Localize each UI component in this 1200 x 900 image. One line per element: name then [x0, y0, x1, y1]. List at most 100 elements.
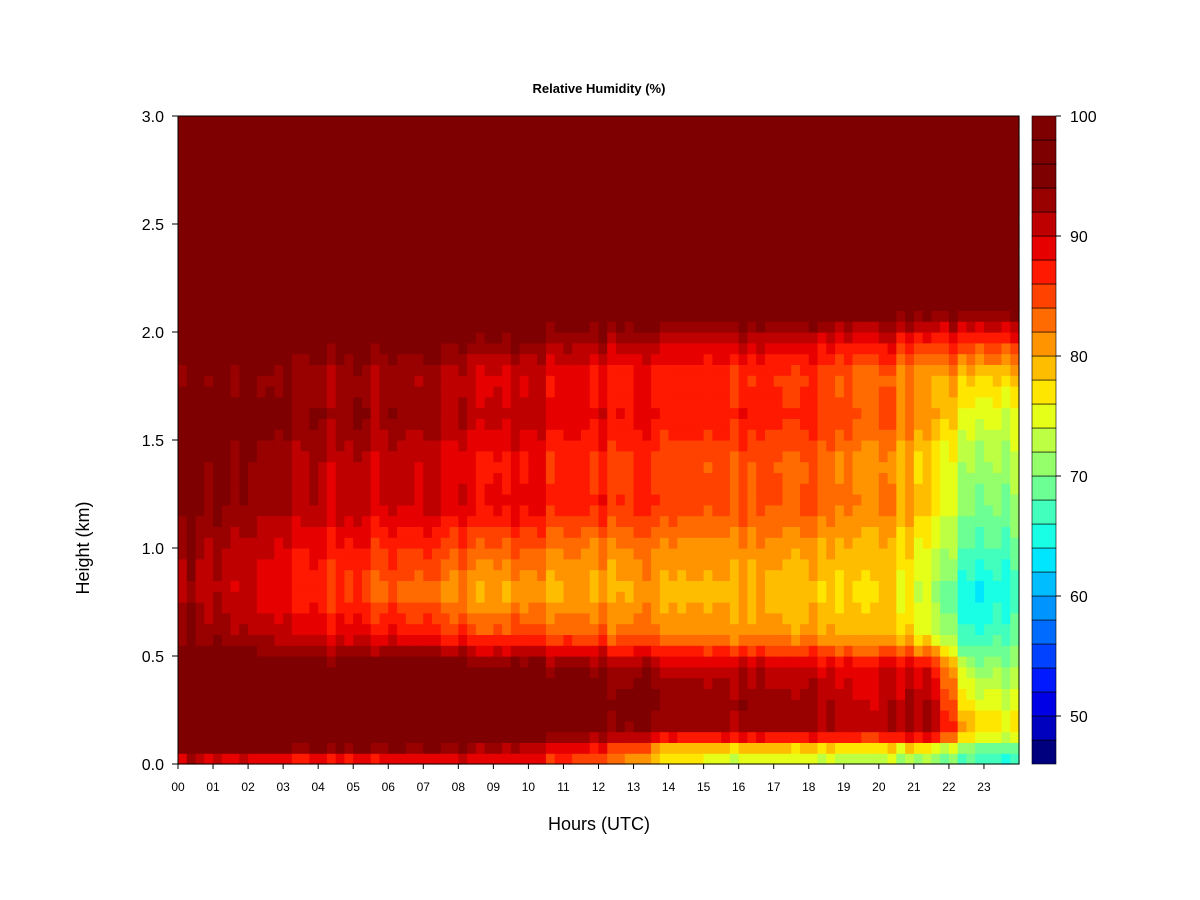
heatmap-cell [721, 569, 731, 581]
heatmap-cell [729, 332, 740, 344]
heatmap-cell [519, 537, 530, 549]
heatmap-cell [344, 375, 354, 387]
heatmap-cell [642, 245, 652, 257]
heatmap-cell [896, 688, 906, 700]
heatmap-cell [256, 234, 267, 247]
heatmap-cell [633, 202, 643, 214]
heatmap-cell [326, 602, 337, 614]
heatmap-cell [344, 472, 354, 484]
heatmap-cell [309, 558, 319, 571]
heatmap-cell [791, 407, 801, 419]
heatmap-cell [178, 666, 188, 679]
heatmap-cell [870, 137, 880, 149]
heatmap-cell [686, 580, 696, 592]
heatmap-cell [747, 245, 757, 257]
heatmap-cell [598, 234, 608, 247]
heatmap-cell [484, 342, 494, 355]
heatmap-cell [458, 504, 468, 517]
heatmap-cell [432, 375, 442, 387]
heatmap-cell [519, 170, 530, 182]
heatmap-cell [502, 418, 512, 430]
heatmap-cell [186, 677, 197, 689]
heatmap-cell [204, 267, 214, 279]
heatmap-cell [274, 224, 284, 236]
heatmap-cell [703, 267, 713, 279]
heatmap-cell [589, 666, 600, 679]
heatmap-cell [905, 666, 915, 679]
heatmap-cell [826, 245, 836, 257]
heatmap-cell [326, 256, 337, 268]
heatmap-cell [878, 699, 889, 711]
heatmap-cell [712, 504, 722, 517]
heatmap-cell [694, 137, 705, 149]
heatmap-cell [694, 753, 705, 765]
heatmap-cell [519, 353, 530, 365]
heatmap-cell [239, 591, 249, 603]
heatmap-cell [721, 602, 731, 614]
heatmap-cell [554, 504, 565, 517]
heatmap-cell [388, 245, 398, 257]
heatmap-cell [843, 364, 854, 376]
heatmap-cell [274, 375, 284, 387]
heatmap-cell [738, 288, 749, 301]
heatmap-cell [764, 375, 775, 387]
heatmap-cell [747, 656, 757, 668]
heatmap-cell [221, 418, 232, 430]
heatmap-cell [519, 483, 530, 495]
heatmap-cell [283, 288, 293, 301]
heatmap-cell [467, 202, 477, 214]
heatmap-cell [256, 472, 267, 484]
heatmap-cell [747, 375, 757, 387]
heatmap-cell [808, 472, 819, 484]
heatmap-cell [686, 504, 696, 517]
heatmap-cell [764, 310, 775, 322]
heatmap-cell [642, 202, 652, 214]
heatmap-cell [484, 245, 494, 257]
heatmap-cell [686, 440, 696, 452]
heatmap-cell [528, 288, 538, 301]
heatmap-cell [826, 224, 836, 236]
heatmap-cell [887, 191, 897, 203]
heatmap-cell [283, 569, 293, 581]
heatmap-cell [861, 148, 871, 160]
heatmap-cell [344, 612, 354, 625]
heatmap-cell [221, 461, 232, 473]
heatmap-cell [361, 126, 372, 139]
heatmap-cell [510, 332, 521, 344]
heatmap-cell [633, 558, 643, 571]
heatmap-cell [738, 504, 749, 517]
heatmap-cell [747, 580, 757, 592]
heatmap-cell [773, 645, 784, 657]
heatmap-cell [852, 569, 862, 581]
heatmap-cell [764, 580, 775, 592]
heatmap-cell [493, 558, 503, 571]
heatmap-cell [265, 137, 275, 149]
heatmap-cell [300, 699, 311, 711]
heatmap-cell [432, 353, 442, 365]
heatmap-cell [221, 677, 232, 689]
heatmap-cell [213, 548, 223, 560]
heatmap-cell [204, 450, 214, 463]
heatmap-cell [414, 386, 424, 398]
heatmap-cell [878, 234, 889, 247]
heatmap-cell [791, 504, 801, 517]
heatmap-cell [642, 742, 652, 754]
heatmap-cell [712, 310, 722, 322]
heatmap-cell [335, 288, 346, 301]
heatmap-cell [502, 548, 512, 560]
heatmap-cell [589, 159, 600, 171]
heatmap-cell [537, 332, 547, 344]
heatmap-cell [580, 504, 591, 517]
heatmap-cell [326, 386, 337, 398]
heatmap-cell [764, 256, 775, 268]
heatmap-cell [651, 548, 661, 560]
heatmap-cell [204, 245, 214, 257]
heatmap-cell [467, 126, 477, 139]
heatmap-cell [230, 126, 240, 139]
heatmap-cell [721, 558, 731, 571]
heatmap-cell [835, 375, 845, 387]
heatmap-cell [633, 677, 643, 689]
heatmap-cell [256, 224, 267, 236]
heatmap-cell [694, 375, 705, 387]
heatmap-cell [607, 375, 617, 387]
